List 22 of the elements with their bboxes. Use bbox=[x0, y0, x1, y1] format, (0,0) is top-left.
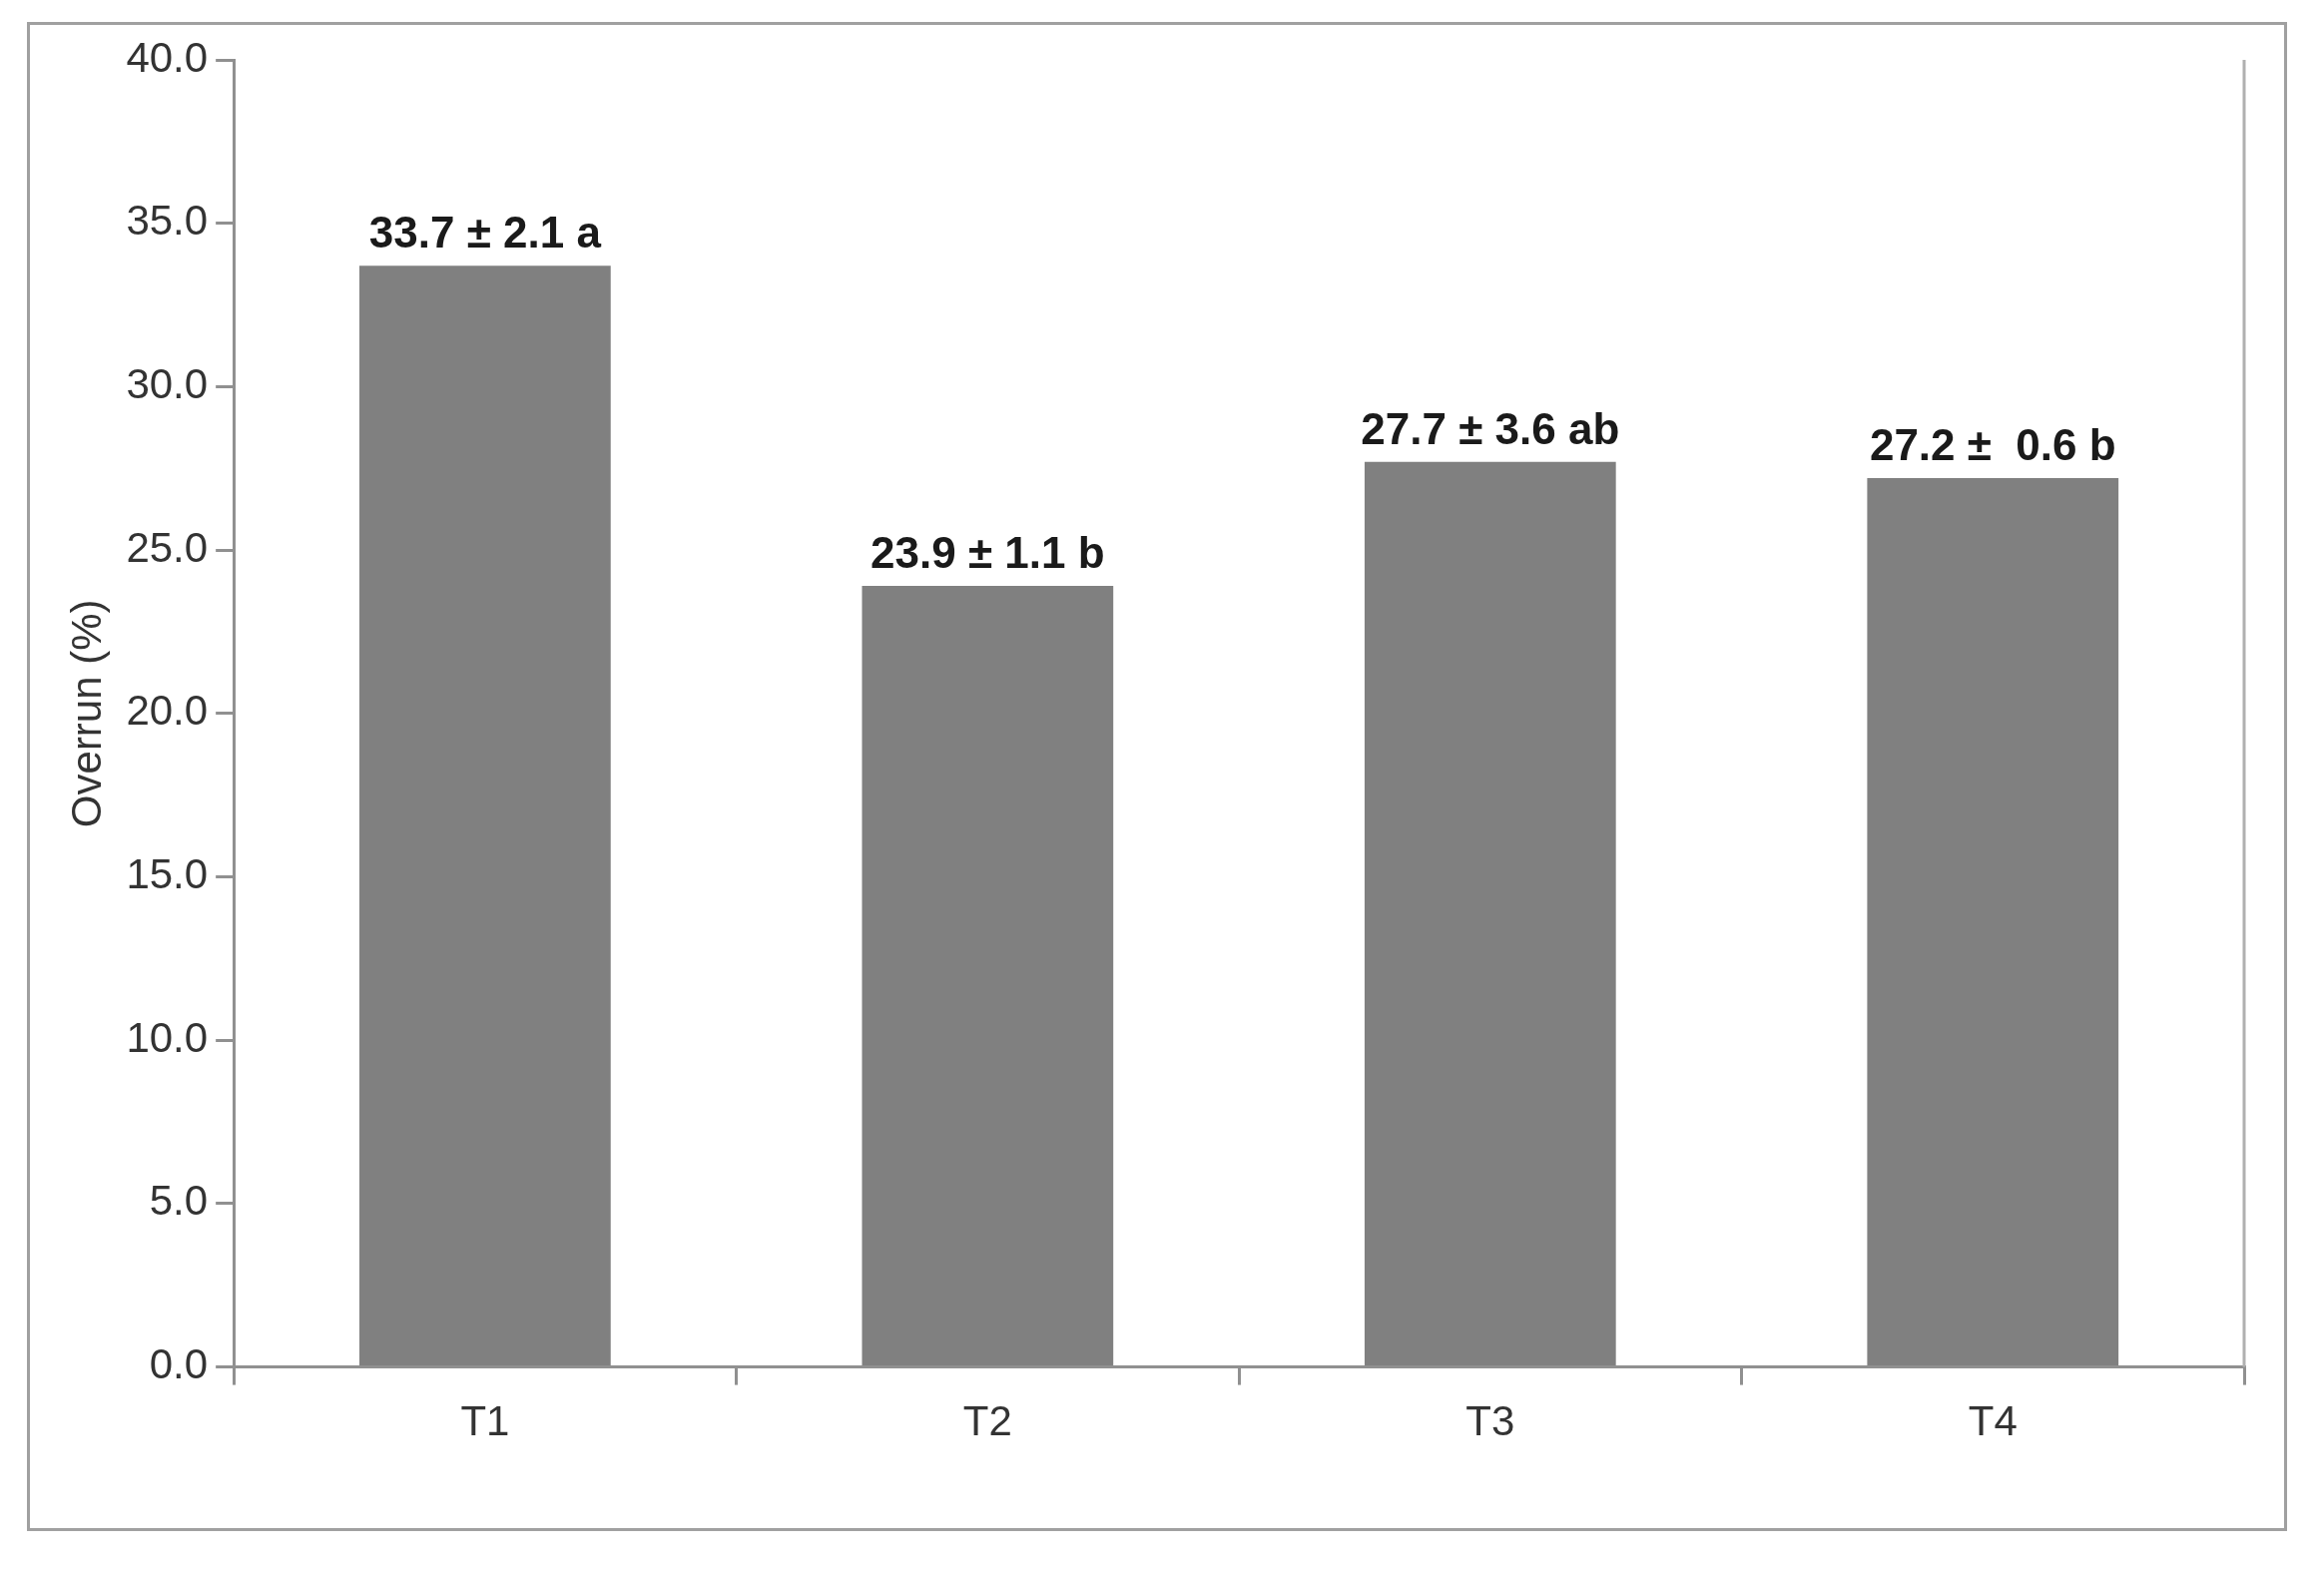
bar bbox=[359, 265, 611, 1366]
bar bbox=[1364, 461, 1616, 1366]
bar bbox=[1867, 478, 2119, 1366]
y-tick-label: 20.0 bbox=[126, 687, 209, 735]
y-tick-label: 10.0 bbox=[126, 1013, 209, 1061]
y-tick-label: 5.0 bbox=[149, 1177, 209, 1225]
x-tick-label: T3 bbox=[1465, 1397, 1515, 1445]
y-tick-label: 30.0 bbox=[126, 359, 209, 407]
data-label: 27.7 ± 3.6 ab bbox=[1361, 403, 1620, 453]
x-tick-label: T1 bbox=[460, 1397, 510, 1445]
y-tick-label: 40.0 bbox=[126, 33, 209, 81]
data-label: 33.7 ± 2.1 a bbox=[368, 208, 602, 258]
bar bbox=[862, 586, 1114, 1366]
y-tick-label: 25.0 bbox=[126, 523, 209, 571]
data-label: 23.9 ± 1.1 b bbox=[871, 528, 1105, 578]
y-tick-label: 35.0 bbox=[126, 197, 209, 245]
y-tick-label: 15.0 bbox=[126, 850, 209, 898]
x-tick-label: T2 bbox=[962, 1397, 1012, 1445]
y-tick-label: 0.0 bbox=[149, 1340, 209, 1388]
y-axis-title: Overrun (%) bbox=[62, 599, 110, 828]
x-tick-label: T4 bbox=[1968, 1397, 2018, 1445]
data-label: 27.2 ± 0.6 b bbox=[1869, 420, 2116, 470]
